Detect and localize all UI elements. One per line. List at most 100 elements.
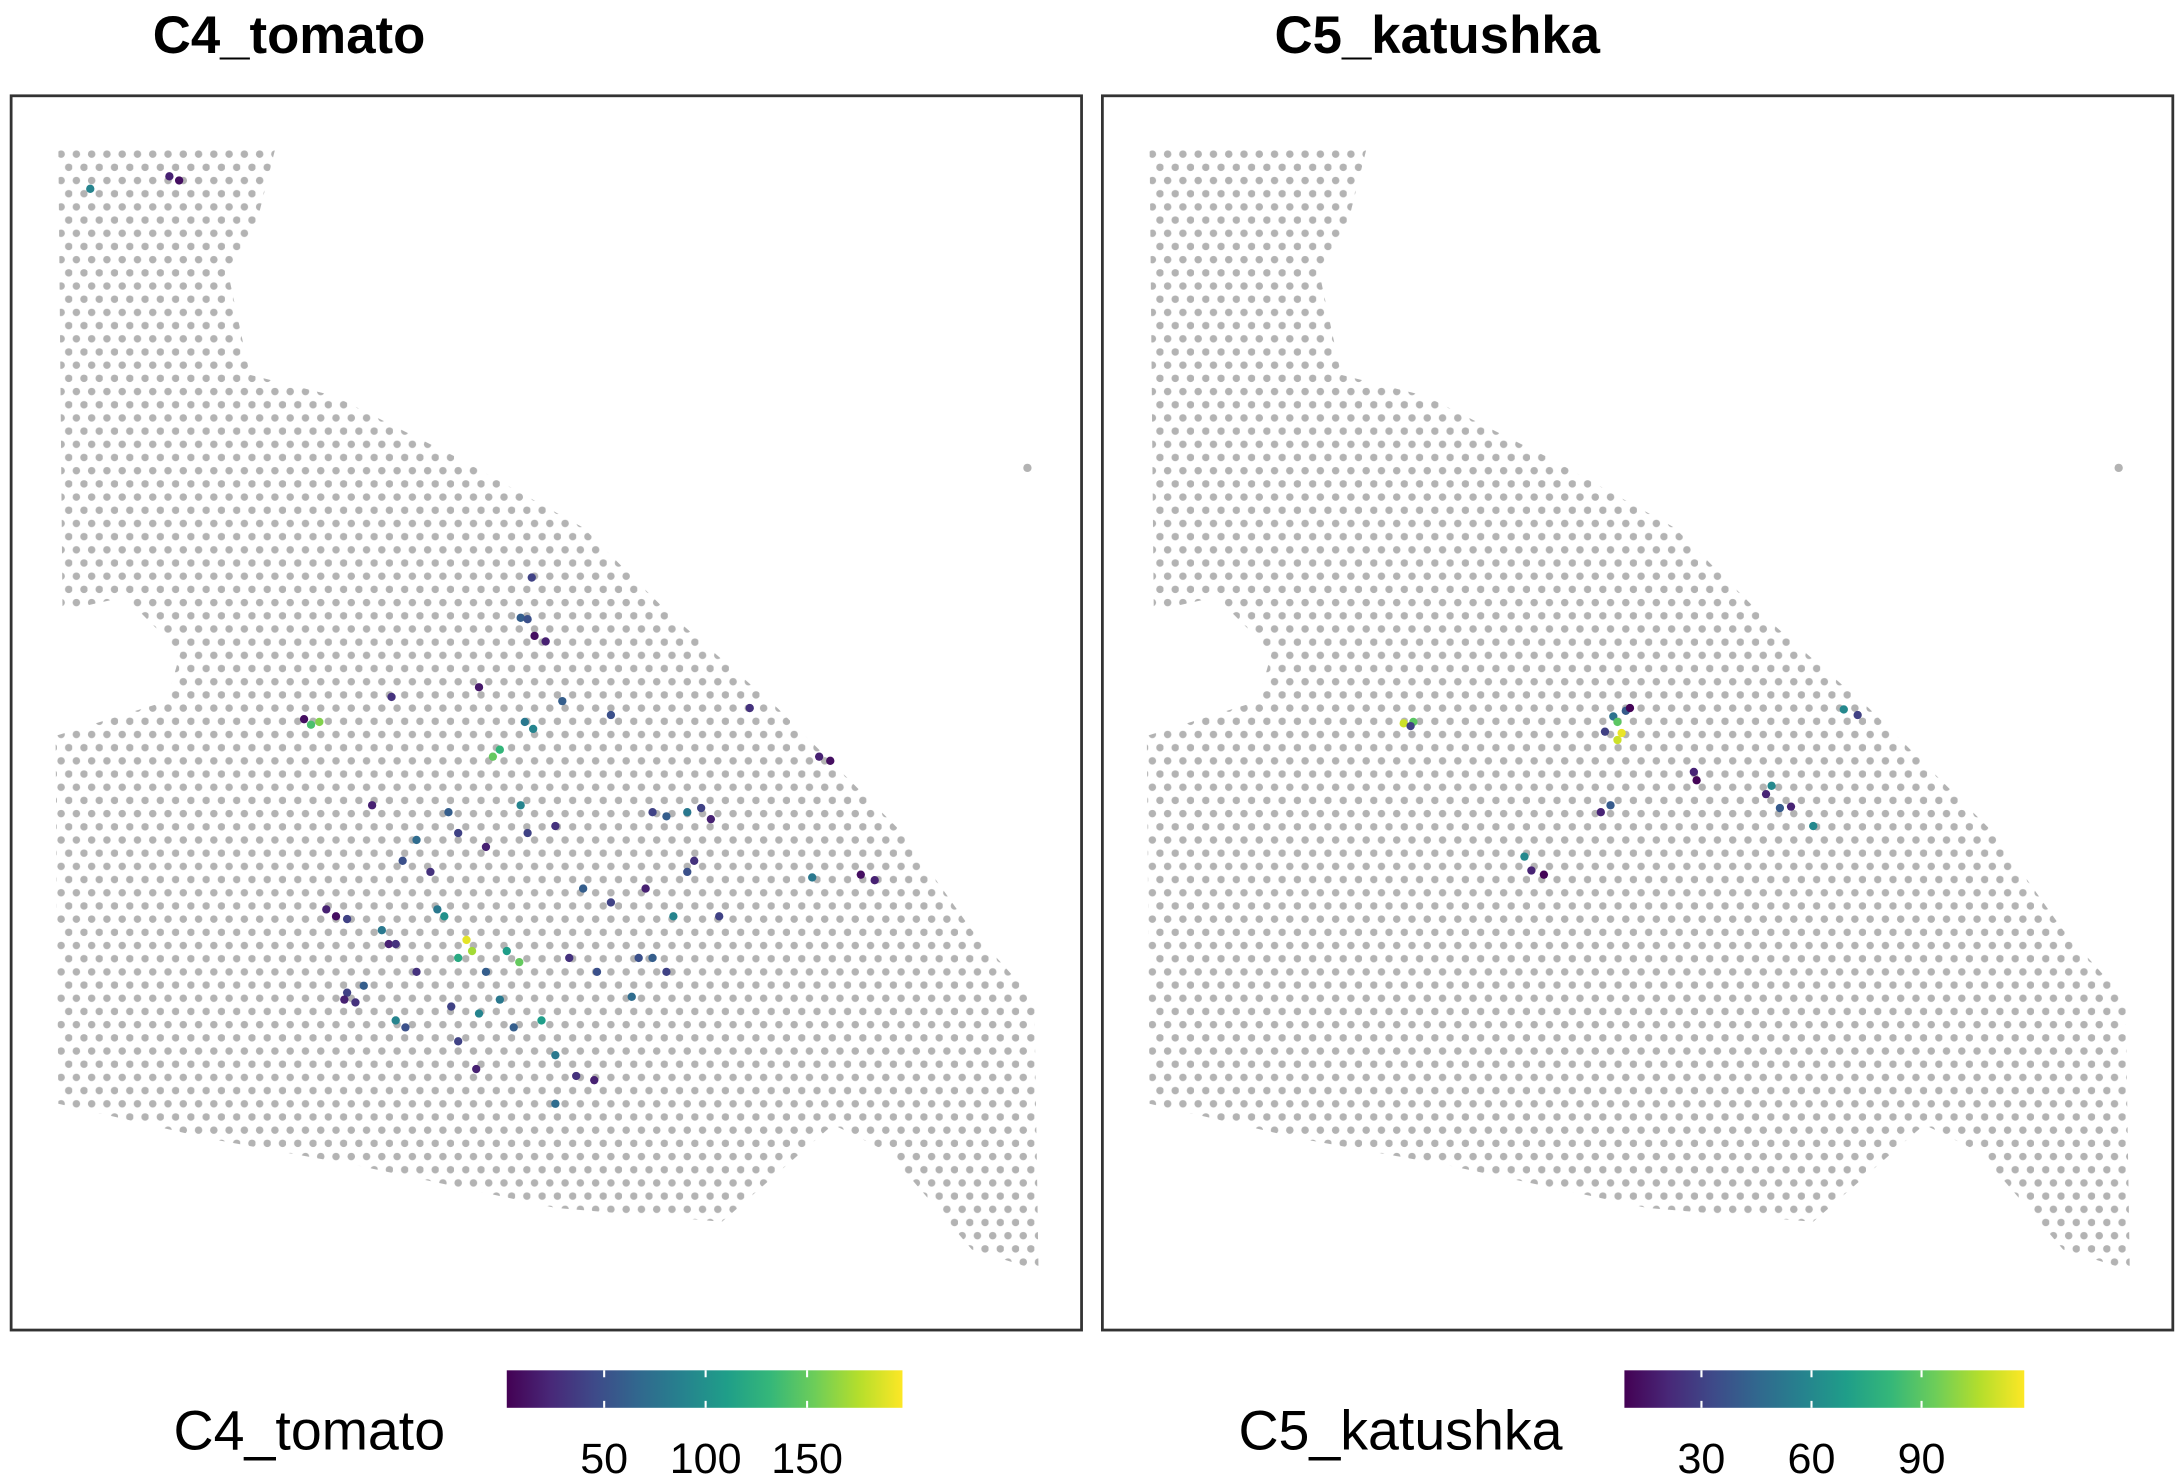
spot bbox=[1625, 703, 1635, 713]
spot bbox=[683, 808, 692, 817]
spot bbox=[1839, 705, 1848, 714]
spot bbox=[551, 1099, 560, 1108]
spot bbox=[467, 946, 477, 956]
spot bbox=[367, 801, 377, 810]
spot bbox=[86, 184, 95, 193]
spot bbox=[502, 946, 511, 956]
spot bbox=[509, 1023, 518, 1032]
spot bbox=[1600, 727, 1610, 736]
spot bbox=[1767, 781, 1776, 790]
spot bbox=[299, 715, 309, 724]
spot bbox=[454, 1037, 463, 1046]
spot bbox=[590, 1075, 599, 1085]
spot bbox=[1853, 710, 1862, 720]
tissue-spot bbox=[2114, 463, 2123, 473]
legend-title: C5_katushka bbox=[1238, 1399, 1562, 1461]
spot bbox=[1613, 717, 1622, 727]
chart-title: C5_katushka bbox=[1275, 6, 1601, 65]
spot bbox=[523, 828, 532, 838]
colorbar bbox=[1624, 1370, 2025, 1408]
spot bbox=[528, 724, 538, 734]
spot bbox=[551, 1050, 560, 1060]
spot bbox=[565, 953, 574, 963]
spot bbox=[306, 720, 316, 729]
spot bbox=[481, 842, 491, 852]
spot bbox=[474, 1009, 484, 1018]
spot bbox=[1809, 821, 1818, 831]
spot bbox=[1761, 789, 1771, 799]
colorbar-tick-label: 150 bbox=[771, 1435, 843, 1480]
panel-border bbox=[9, 94, 1083, 1332]
spot bbox=[165, 172, 174, 181]
spot bbox=[472, 1064, 481, 1074]
chart-title: C4_tomato bbox=[153, 6, 426, 65]
spot bbox=[444, 808, 453, 817]
colorbar-tick-label: 50 bbox=[580, 1435, 628, 1480]
spot bbox=[745, 703, 754, 713]
spot bbox=[495, 745, 504, 754]
spot bbox=[648, 953, 657, 963]
spot bbox=[387, 692, 396, 702]
spot bbox=[1606, 801, 1615, 810]
spot bbox=[690, 856, 699, 865]
spot bbox=[495, 995, 504, 1004]
spot bbox=[627, 992, 636, 1002]
spot bbox=[412, 967, 421, 977]
spot bbox=[551, 821, 560, 831]
spot bbox=[683, 867, 692, 877]
spot bbox=[826, 756, 835, 765]
spot bbox=[384, 939, 393, 949]
spot bbox=[634, 953, 643, 963]
spot bbox=[351, 998, 360, 1007]
spot bbox=[537, 1016, 546, 1025]
spot bbox=[856, 870, 865, 879]
tissue-spots bbox=[1146, 145, 2130, 1271]
colorbar-tick-label: 100 bbox=[670, 1435, 742, 1480]
spot bbox=[641, 884, 650, 893]
spot bbox=[481, 967, 491, 977]
spot bbox=[696, 803, 706, 813]
colorbar-tick-label: 90 bbox=[1898, 1435, 1946, 1480]
spot bbox=[578, 884, 588, 893]
spot bbox=[715, 912, 724, 921]
spot bbox=[1527, 866, 1536, 875]
spot bbox=[1692, 776, 1701, 785]
spot bbox=[606, 898, 616, 907]
spot bbox=[401, 1023, 410, 1032]
spot bbox=[1617, 728, 1626, 738]
spot bbox=[315, 717, 324, 727]
legend-title: C4_tomato bbox=[174, 1399, 446, 1461]
spot bbox=[488, 752, 498, 761]
spot bbox=[520, 717, 529, 727]
spot bbox=[412, 835, 421, 845]
spot bbox=[1596, 808, 1605, 817]
spot bbox=[1520, 852, 1529, 861]
spot bbox=[331, 912, 341, 921]
spot bbox=[527, 573, 536, 582]
spot bbox=[662, 812, 671, 821]
panel bbox=[9, 94, 1083, 1332]
spot bbox=[648, 808, 657, 817]
spot bbox=[377, 926, 386, 935]
spot bbox=[174, 176, 184, 185]
spot bbox=[870, 876, 879, 885]
panel-border bbox=[1100, 94, 2175, 1332]
spot bbox=[1613, 735, 1622, 745]
spot bbox=[606, 710, 616, 720]
spot bbox=[706, 814, 716, 824]
spot bbox=[558, 696, 567, 706]
spot bbox=[1399, 719, 1408, 728]
spot bbox=[433, 905, 442, 914]
spot bbox=[1406, 721, 1415, 731]
spot bbox=[669, 912, 678, 921]
spot bbox=[530, 631, 539, 641]
spot bbox=[515, 957, 524, 967]
spot bbox=[1786, 802, 1796, 811]
colorbar-tick-label: 30 bbox=[1678, 1435, 1726, 1480]
tissue-spot bbox=[1023, 463, 1032, 473]
spot bbox=[572, 1071, 581, 1081]
spot bbox=[814, 752, 824, 761]
spot bbox=[426, 867, 435, 877]
spot bbox=[342, 988, 352, 997]
